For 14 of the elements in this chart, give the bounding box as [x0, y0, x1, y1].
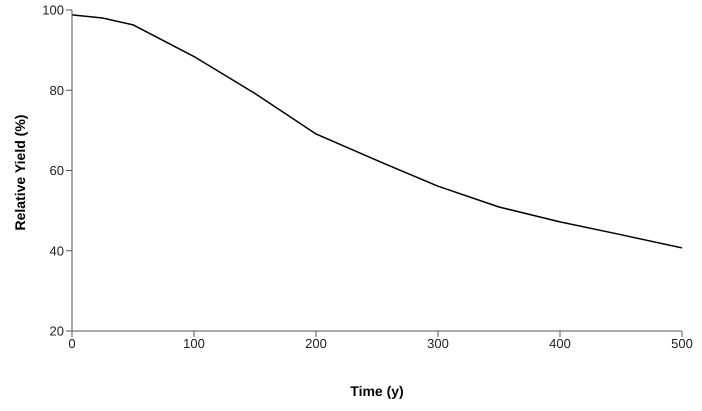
x-tick-label: 400: [549, 336, 571, 352]
x-tick-label: 100: [183, 336, 205, 352]
x-tick-label: 500: [671, 336, 693, 352]
y-tick-label: 100: [42, 2, 64, 18]
x-tick-label: 200: [305, 336, 327, 352]
x-tick-label: 0: [68, 336, 76, 352]
y-tick-label: 40: [50, 243, 64, 258]
y-axis-title: Relative Yield (%): [12, 114, 28, 230]
y-tick-label: 20: [50, 324, 64, 339]
y-tick-label: 80: [50, 82, 64, 98]
y-tick-label: 60: [50, 163, 64, 178]
x-axis-title: Time (y): [350, 383, 404, 399]
line-series: [72, 14, 682, 249]
x-tick-label: 300: [427, 336, 449, 352]
